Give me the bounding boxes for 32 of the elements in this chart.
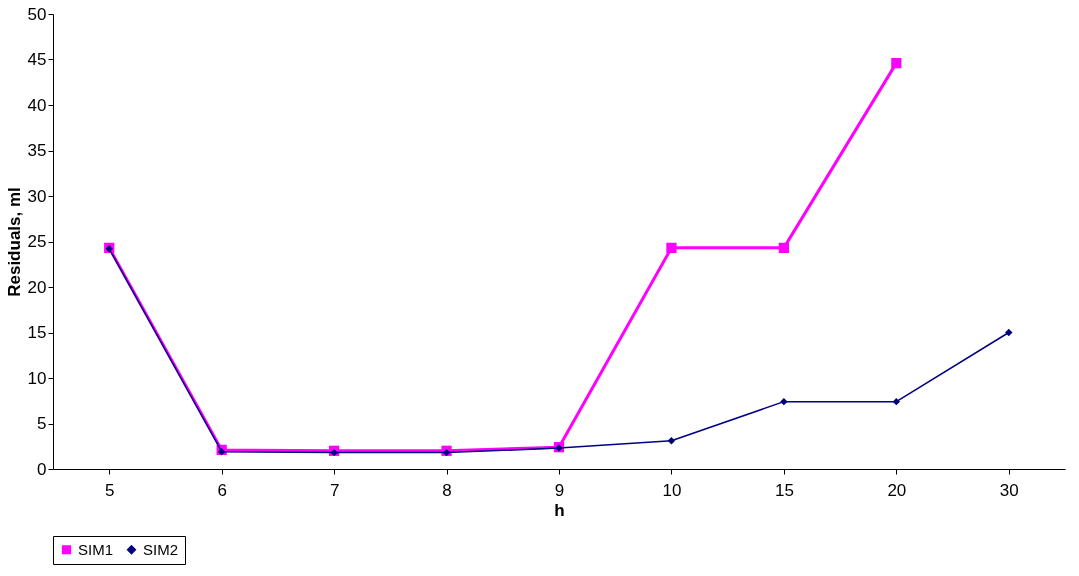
y-tick-label: 10	[27, 368, 47, 388]
point	[666, 242, 677, 253]
point	[891, 58, 902, 69]
x-tick-label: 7	[329, 480, 340, 500]
y-tick-label: 25	[27, 232, 47, 251]
legend-label: SIM1	[78, 540, 114, 558]
x-tick-label: 15	[774, 480, 794, 500]
x-tick-label: 8	[442, 480, 452, 500]
x-tick-label: 20	[887, 480, 907, 500]
y-axis-title: Residuals, ml	[4, 187, 24, 297]
y-tick-label: 5	[37, 414, 47, 433]
x-tick-label: 5	[104, 480, 115, 500]
x-tick-label: 30	[999, 480, 1019, 500]
y-tick-label: 15	[27, 323, 47, 342]
legend-label: SIM2	[143, 540, 179, 558]
x-tick-label: 10	[662, 480, 682, 500]
point	[667, 437, 676, 445]
x-axis-title: h	[554, 500, 565, 520]
point	[778, 242, 790, 253]
y-tick-label: 35	[27, 141, 47, 160]
x-tick-label: 9	[554, 480, 565, 500]
y-tick-label: 20	[27, 277, 47, 297]
y-tick-label: 0	[37, 459, 47, 479]
y-tick-label: 30	[27, 186, 47, 206]
point	[1005, 328, 1013, 337]
point	[217, 448, 226, 456]
point	[892, 397, 901, 406]
y-tick-label: 40	[27, 95, 47, 115]
y-tick-label: 50	[27, 4, 47, 24]
x-tick-label: 6	[217, 480, 227, 500]
y-tick-label: 45	[27, 50, 47, 69]
point	[780, 397, 788, 406]
